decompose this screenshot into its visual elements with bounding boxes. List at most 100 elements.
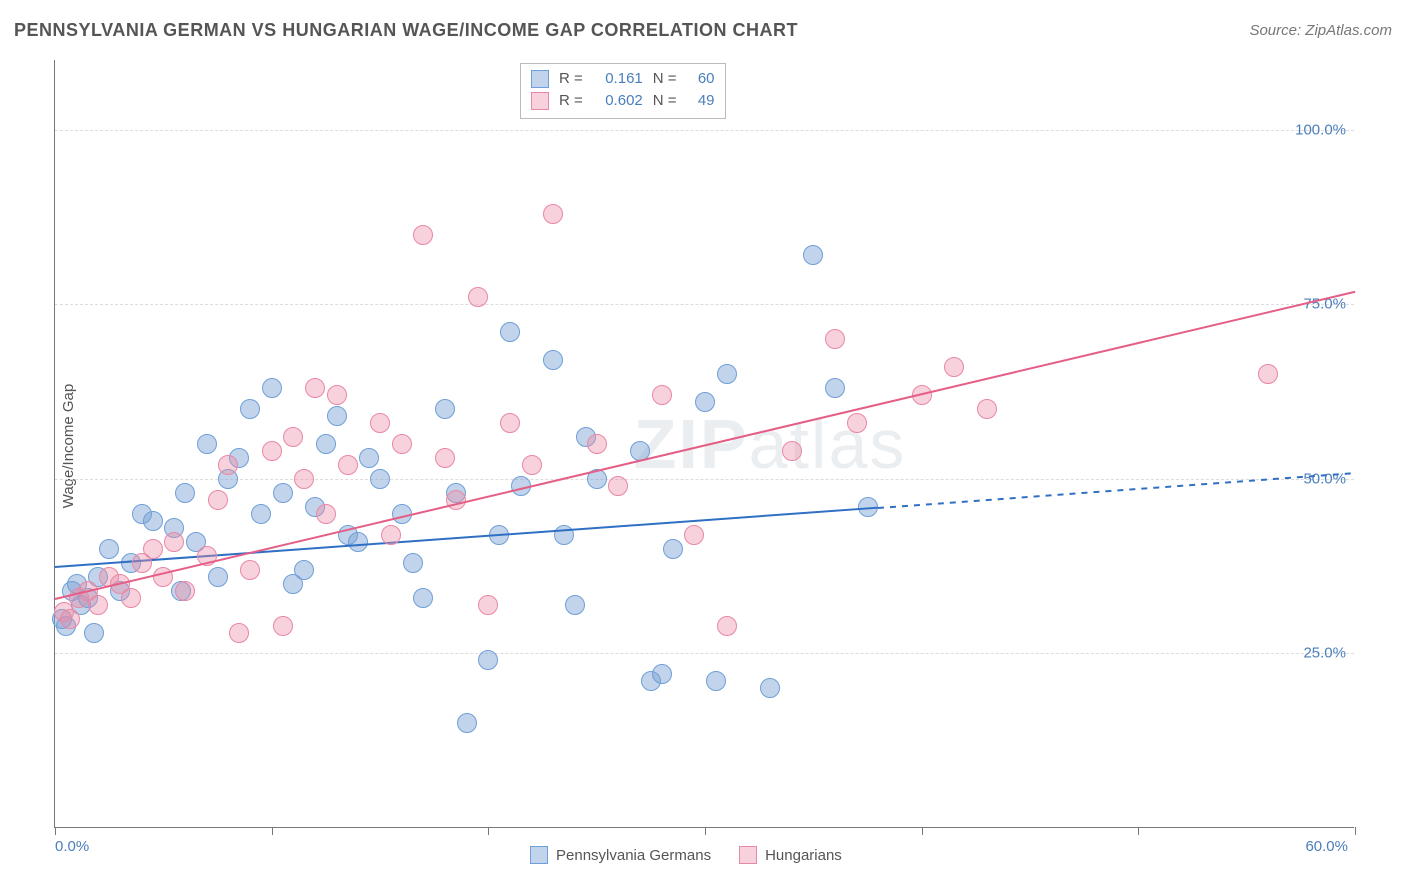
data-point xyxy=(1258,364,1278,384)
data-point xyxy=(359,448,379,468)
data-point xyxy=(229,623,249,643)
data-point xyxy=(208,490,228,510)
data-point xyxy=(608,476,628,496)
data-point xyxy=(294,469,314,489)
legend-r-label: R = xyxy=(559,68,583,90)
data-point xyxy=(370,413,390,433)
data-point xyxy=(240,560,260,580)
legend-r-label: R = xyxy=(559,90,583,112)
data-point xyxy=(251,504,271,524)
legend-n-value: 60 xyxy=(687,68,715,90)
data-point xyxy=(99,539,119,559)
legend-swatch xyxy=(530,846,548,864)
data-point xyxy=(305,378,325,398)
data-point xyxy=(478,650,498,670)
series-legend: Pennsylvania Germans Hungarians xyxy=(530,846,842,864)
trend-line xyxy=(55,290,1355,599)
legend-row: R = 0.602 N = 49 xyxy=(531,90,715,112)
data-point xyxy=(262,378,282,398)
data-point xyxy=(164,532,184,552)
data-point xyxy=(88,595,108,615)
series-name: Pennsylvania Germans xyxy=(556,847,711,864)
data-point xyxy=(240,399,260,419)
data-point xyxy=(392,434,412,454)
data-point xyxy=(663,539,683,559)
data-point xyxy=(294,560,314,580)
x-tick xyxy=(922,827,923,835)
data-point xyxy=(175,483,195,503)
gridline xyxy=(55,130,1354,131)
data-point xyxy=(782,441,802,461)
data-point xyxy=(944,357,964,377)
data-point xyxy=(977,399,997,419)
watermark: ZIPatlas xyxy=(634,404,907,484)
data-point xyxy=(327,385,347,405)
data-point xyxy=(121,588,141,608)
data-point xyxy=(468,287,488,307)
plot-area: 25.0%50.0%75.0%100.0%0.0%60.0%ZIPatlasR … xyxy=(54,60,1354,828)
data-point xyxy=(652,385,672,405)
legend-r-value: 0.161 xyxy=(593,68,643,90)
data-point xyxy=(652,664,672,684)
series-legend-item: Pennsylvania Germans xyxy=(530,846,711,864)
data-point xyxy=(283,427,303,447)
data-point xyxy=(370,469,390,489)
series-name: Hungarians xyxy=(765,847,842,864)
x-tick xyxy=(55,827,56,835)
x-tick xyxy=(1138,827,1139,835)
data-point xyxy=(543,350,563,370)
data-point xyxy=(381,525,401,545)
trend-line xyxy=(878,472,1355,509)
data-point xyxy=(706,671,726,691)
data-point xyxy=(684,525,704,545)
x-tick xyxy=(1355,827,1356,835)
legend-swatch xyxy=(531,92,549,110)
legend-swatch xyxy=(739,846,757,864)
data-point xyxy=(543,204,563,224)
data-point xyxy=(457,713,477,733)
data-point xyxy=(84,623,104,643)
legend-n-label: N = xyxy=(653,68,677,90)
data-point xyxy=(847,413,867,433)
data-point xyxy=(435,399,455,419)
data-point xyxy=(695,392,715,412)
data-point xyxy=(338,455,358,475)
data-point xyxy=(60,609,80,629)
legend-n-label: N = xyxy=(653,90,677,112)
data-point xyxy=(825,329,845,349)
data-point xyxy=(760,678,780,698)
data-point xyxy=(500,322,520,342)
data-point xyxy=(316,504,336,524)
data-point xyxy=(717,616,737,636)
gridline xyxy=(55,304,1354,305)
data-point xyxy=(478,595,498,615)
legend-swatch xyxy=(531,70,549,88)
data-point xyxy=(403,553,423,573)
data-point xyxy=(143,511,163,531)
legend-n-value: 49 xyxy=(687,90,715,112)
data-point xyxy=(587,434,607,454)
series-legend-item: Hungarians xyxy=(739,846,842,864)
gridline xyxy=(55,653,1354,654)
data-point xyxy=(316,434,336,454)
data-point xyxy=(500,413,520,433)
data-point xyxy=(197,434,217,454)
data-point xyxy=(565,595,585,615)
correlation-legend: R = 0.161 N = 60 R = 0.602 N = 49 xyxy=(520,63,726,119)
data-point xyxy=(273,616,293,636)
chart-title: PENNSYLVANIA GERMAN VS HUNGARIAN WAGE/IN… xyxy=(14,20,798,41)
data-point xyxy=(413,588,433,608)
data-point xyxy=(327,406,347,426)
data-point xyxy=(717,364,737,384)
data-point xyxy=(175,581,195,601)
data-point xyxy=(262,441,282,461)
data-point xyxy=(208,567,228,587)
x-tick xyxy=(705,827,706,835)
chart-source: Source: ZipAtlas.com xyxy=(1249,22,1392,39)
data-point xyxy=(273,483,293,503)
data-point xyxy=(435,448,455,468)
legend-r-value: 0.602 xyxy=(593,90,643,112)
x-tick-label: 60.0% xyxy=(1305,838,1348,855)
data-point xyxy=(218,455,238,475)
y-tick-label: 100.0% xyxy=(1295,121,1346,138)
